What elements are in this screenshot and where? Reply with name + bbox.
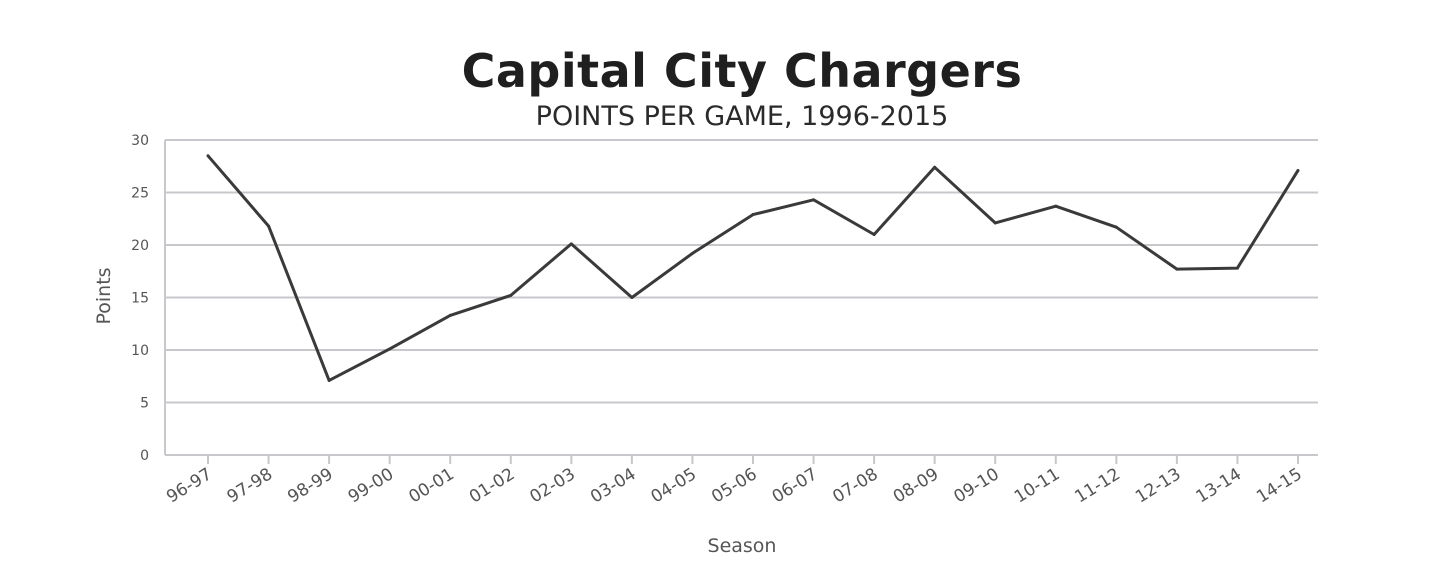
x-axis-label: Season [708, 535, 777, 557]
x-tick-label: 00-01 [405, 464, 457, 507]
x-tick-label: 14-15 [1253, 464, 1305, 507]
data-point [993, 221, 997, 225]
x-tick-label: 05-06 [708, 464, 760, 507]
data-point [1296, 168, 1300, 172]
x-tick-label: 07-08 [829, 464, 881, 507]
data-point [1175, 267, 1179, 271]
series-line [206, 154, 1300, 382]
x-tick-label: 12-13 [1132, 464, 1184, 507]
x-tick-label: 02-03 [526, 464, 578, 507]
y-axis-label: Points [93, 267, 115, 324]
y-tick-label: 30 [131, 133, 149, 149]
y-tick-label: 0 [140, 448, 149, 464]
data-point [569, 242, 573, 246]
x-tick-label: 11-12 [1071, 464, 1123, 507]
x-tick-labels: 96-97 97-98 98-99 99-00 00-01 01-02 02-03 03-04… [163, 455, 1306, 507]
y-tick-label: 15 [131, 291, 149, 307]
x-tick-label: 04-05 [648, 464, 700, 507]
data-point [327, 378, 331, 382]
x-tick-label: 13-14 [1193, 464, 1245, 507]
data-point [751, 213, 755, 217]
x-tick-label: 98-99 [284, 464, 336, 507]
data-point [933, 165, 937, 169]
chart-title: Capital City Chargers [461, 44, 1023, 98]
x-tick-label: 97-98 [224, 464, 276, 507]
x-tick-label: 06-07 [769, 464, 821, 507]
grid-lines [164, 139, 1318, 456]
data-point [1235, 266, 1239, 270]
y-tick-label: 5 [140, 396, 149, 412]
x-tick-label: 03-04 [587, 464, 639, 507]
data-point [509, 293, 513, 297]
data-point [448, 313, 452, 317]
data-point [872, 233, 876, 236]
data-point [206, 154, 210, 158]
x-tick-label: 01-02 [466, 464, 518, 507]
data-point [388, 347, 392, 351]
data-point [812, 198, 816, 202]
data-point [1114, 225, 1118, 229]
x-tick-label: 99-00 [345, 464, 397, 507]
y-tick-label: 10 [131, 343, 149, 359]
x-tick-label: 10-11 [1011, 464, 1063, 507]
y-tick-label: 20 [131, 238, 149, 254]
points-line [206, 154, 1300, 382]
data-point [1054, 204, 1058, 208]
y-tick-label: 25 [131, 186, 149, 202]
chart-subtitle: POINTS PER GAME, 1996-2015 [535, 101, 949, 132]
data-point [267, 224, 271, 228]
x-tick-label: 09-10 [950, 464, 1002, 507]
x-tick-label: 96-97 [163, 464, 215, 507]
data-point [690, 251, 694, 255]
data-point [630, 296, 634, 299]
y-tick-labels: 0 5 10 15 20 25 30 [131, 133, 149, 464]
x-tick-label: 08-09 [890, 464, 942, 507]
